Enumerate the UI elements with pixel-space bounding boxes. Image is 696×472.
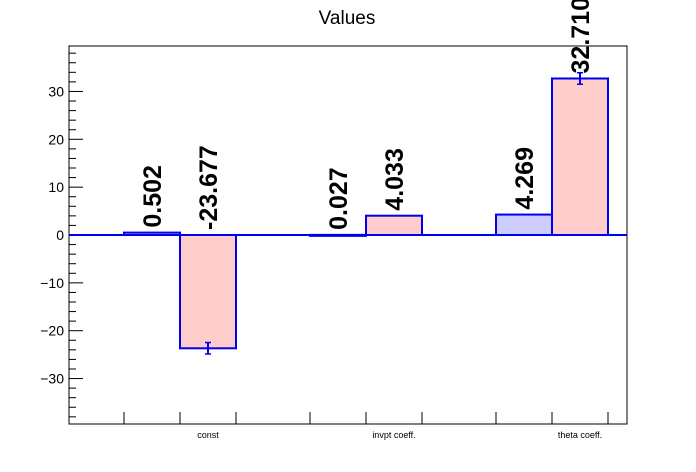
y-tick-label: −10 (40, 275, 64, 291)
data-label: 4.269 (511, 147, 539, 210)
bar (365, 214, 423, 237)
data-label: 0.027 (325, 167, 353, 230)
data-label: -23.677 (195, 145, 223, 230)
y-tick-label: 20 (48, 131, 64, 147)
bar (179, 234, 237, 350)
y-tick-label: 10 (48, 179, 64, 195)
data-label: 32.710 (567, 0, 595, 73)
bar (495, 213, 553, 236)
y-tick-label: −20 (40, 323, 64, 339)
x-category-label: theta coeff. (558, 430, 602, 440)
y-tick-label: −30 (40, 371, 64, 387)
y-tick-label: 0 (56, 227, 64, 243)
data-label: 0.502 (139, 165, 167, 228)
bar (551, 77, 609, 236)
x-category-label: invpt coeff. (372, 430, 415, 440)
data-label: 4.033 (381, 148, 409, 211)
chart-title: Values (319, 8, 376, 29)
x-category-label: const (197, 430, 219, 440)
y-tick-label: 30 (48, 83, 64, 99)
